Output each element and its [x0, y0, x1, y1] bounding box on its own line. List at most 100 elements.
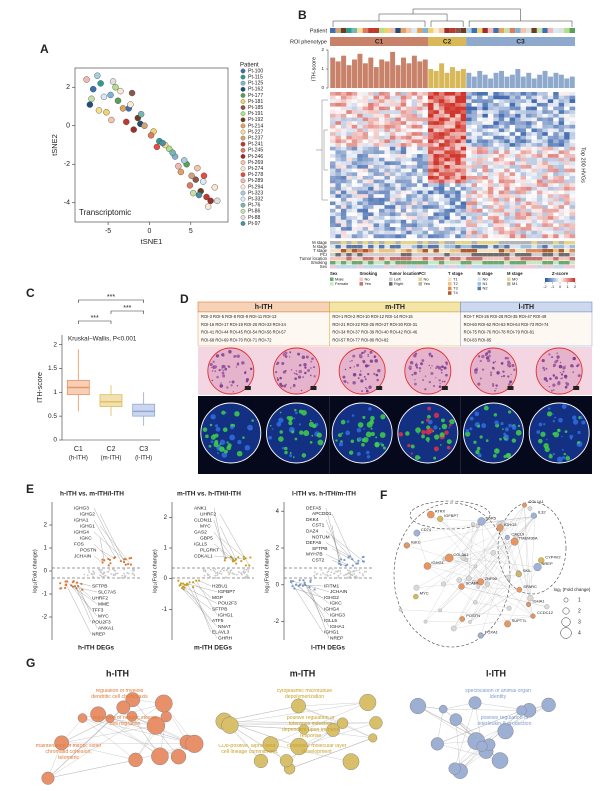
if-cell — [357, 422, 364, 428]
if-cell — [293, 417, 296, 420]
heatmap-cell — [526, 234, 532, 239]
heatmap-cell — [449, 161, 456, 166]
annotation-cell — [351, 253, 358, 257]
heatmap-cell — [428, 128, 434, 133]
annotation-cell — [509, 265, 516, 269]
leader-line — [303, 580, 330, 627]
heatmap-cell — [340, 175, 347, 180]
heatmap-cell — [444, 102, 450, 107]
point — [127, 101, 134, 108]
if-cell — [479, 435, 483, 439]
he-nucleus — [507, 383, 511, 386]
annotation-cell — [504, 249, 510, 253]
heatmap-cell — [379, 132, 385, 136]
x-tick-label: 0 — [147, 228, 151, 235]
term-node — [262, 736, 279, 753]
heatmap-cell — [477, 183, 483, 188]
heatmap-cell — [466, 201, 472, 206]
heatmap-cell — [487, 212, 494, 217]
network-edge — [475, 584, 488, 603]
heatmap-cell — [520, 95, 527, 100]
he-nucleus — [428, 364, 430, 367]
patient-cell — [547, 28, 554, 33]
heatmap-cell — [553, 227, 559, 231]
heatmap-cell — [422, 146, 429, 151]
deg-point — [343, 558, 346, 562]
heatmap-cell — [417, 139, 423, 144]
deg-point — [116, 572, 119, 575]
network-edge — [427, 565, 520, 590]
annotation-cell — [373, 261, 379, 265]
network-edge — [416, 516, 535, 534]
heatmap-cell — [498, 197, 505, 202]
annotation-cell — [357, 241, 363, 245]
annotation-cell — [509, 241, 516, 245]
heatmap-cell — [542, 128, 548, 133]
leader-line — [181, 587, 212, 621]
heatmap-cell — [471, 190, 478, 195]
heatmap-cell — [487, 113, 494, 118]
heatmap-cell — [564, 205, 570, 209]
cluster-outline — [393, 502, 511, 648]
legend-label: Pt-214 — [248, 123, 263, 129]
heatmap-cell — [520, 135, 527, 140]
heatmap-cell — [504, 197, 510, 202]
heatmap-cell — [449, 146, 456, 151]
heatmap-cell — [504, 230, 510, 235]
heatmap-cell — [417, 99, 423, 104]
scale-bar — [573, 386, 580, 390]
heatmap-cell — [564, 95, 570, 100]
heatmap-cell — [460, 110, 467, 115]
heatmap-cell — [422, 139, 429, 144]
heatmap-cell — [444, 161, 450, 166]
annotation-cell — [460, 261, 467, 265]
heatmap-cell — [531, 179, 538, 184]
heatmap-cell — [569, 161, 576, 166]
heatmap-cell — [531, 234, 538, 239]
legend-swatch — [359, 282, 363, 286]
zscore-gradient — [562, 278, 564, 282]
network-edge — [224, 705, 299, 722]
zscore-gradient — [555, 278, 557, 282]
heatmap-cell — [417, 157, 423, 162]
annotation-label: Sex — [320, 264, 328, 269]
annotation-cell — [395, 241, 401, 245]
y-tick-label: 1 — [164, 546, 168, 552]
network-edge — [416, 533, 428, 567]
heatmap-cell — [493, 102, 499, 107]
he-nucleus — [275, 371, 278, 374]
patient-cell — [444, 28, 450, 33]
if-cell — [494, 420, 499, 425]
patient-cell — [558, 28, 565, 33]
term-label: positive regulation of tolerance inducti… — [281, 716, 340, 740]
heatmap-cell — [395, 154, 401, 158]
heatmap-cell — [411, 165, 418, 169]
if-cell — [553, 431, 560, 438]
heatmap-cell — [346, 157, 352, 162]
network-node — [458, 583, 465, 590]
heatmap-cell — [444, 190, 450, 195]
heatmap-cell — [444, 194, 450, 199]
heatmap-cell — [368, 186, 374, 191]
annotation-cell — [547, 249, 554, 253]
heatmap-cell — [351, 132, 358, 136]
heatmap-cell — [417, 124, 423, 129]
heatmap-cell — [466, 223, 472, 228]
he-nucleus — [219, 384, 224, 388]
annotation-cell — [384, 249, 390, 253]
heatmap-cell — [438, 135, 445, 140]
heatmap-cell — [471, 223, 478, 228]
heatmap-cell — [536, 216, 543, 220]
heatmap-cell — [487, 117, 494, 122]
heatmap-cell — [569, 124, 576, 129]
deg-point — [123, 572, 125, 575]
he-nucleus — [298, 364, 302, 367]
he-nucleus — [231, 380, 235, 384]
heatmap-cell — [504, 223, 510, 228]
deg-point — [235, 573, 238, 576]
heatmap-cell — [346, 150, 352, 155]
heatmap-cell — [368, 124, 374, 129]
heatmap-cell — [460, 143, 467, 147]
heatmap-cell — [433, 121, 440, 126]
heatmap-cell — [417, 179, 423, 184]
